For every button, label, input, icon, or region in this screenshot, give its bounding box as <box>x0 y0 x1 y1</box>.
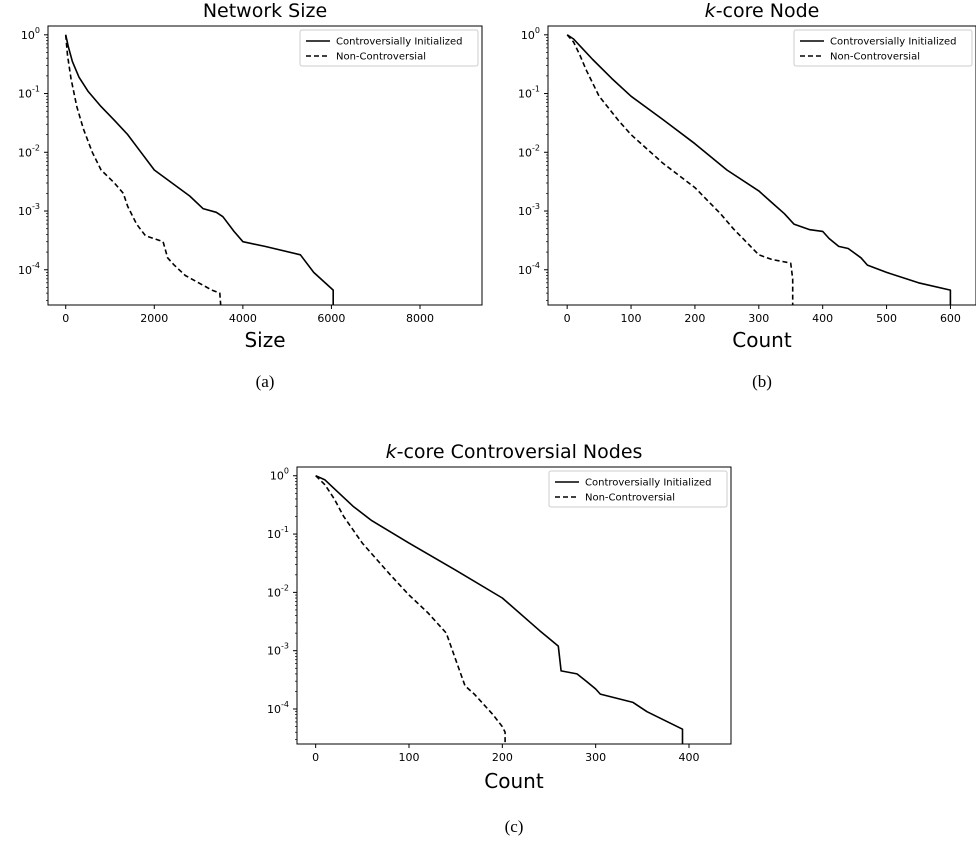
chart-title-text: -core Controversial Nodes <box>397 441 643 463</box>
y-tick-label: 10-4 <box>267 700 289 716</box>
chart-title-italic: k <box>386 441 398 463</box>
chart-title-italic: k <box>705 0 717 22</box>
y-tick-exponent: -3 <box>32 202 40 211</box>
x-tick-label: 8000 <box>406 312 434 325</box>
y-tick-label: 100 <box>521 26 540 42</box>
y-tick-label: 10-3 <box>18 202 40 218</box>
y-tick-label: 10-1 <box>267 525 289 541</box>
y-tick-exponent: -2 <box>532 143 540 152</box>
x-tick-label: 4000 <box>229 312 257 325</box>
legend-label: Non-Controversial <box>830 52 920 63</box>
y-tick-label: 100 <box>270 467 289 483</box>
chart-title: k-core Controversial Nodes <box>386 441 643 463</box>
series-non-controversial <box>566 34 794 305</box>
x-tick-label: 500 <box>876 312 897 325</box>
x-tick-label: 2000 <box>140 312 168 325</box>
chart-network-size: Network Size 0 2000 4000 6000 8000 100 10-1 10-2… <box>18 0 483 391</box>
y-tick-exponent: -4 <box>532 261 540 270</box>
y-tick-exponent: -1 <box>532 85 540 94</box>
y-tick-exponent: 0 <box>284 467 289 476</box>
y-tick-exponent: 0 <box>35 26 40 35</box>
y-tick-exponent: -2 <box>32 143 40 152</box>
x-tick-label: 300 <box>748 312 769 325</box>
y-tick-label: 10-4 <box>518 261 540 277</box>
y-tick-label: 10-3 <box>267 642 289 658</box>
x-tick-label: 300 <box>585 751 606 764</box>
y-tick-label: 10-2 <box>518 143 540 159</box>
y-tick-label: 100 <box>21 26 40 42</box>
x-axis-label: Count <box>732 328 792 352</box>
x-tick-label: 200 <box>684 312 705 325</box>
y-tick-exponent: -2 <box>281 583 289 592</box>
series-non-controversial <box>315 475 506 744</box>
legend-label: Controversially Initialized <box>336 37 463 48</box>
y-tick-label: 10-2 <box>267 583 289 599</box>
x-axis-label: Count <box>484 769 544 793</box>
legend-label: Controversially Initialized <box>830 37 957 48</box>
legend-label: Non-Controversial <box>336 52 426 63</box>
legend-box <box>299 29 479 67</box>
x-tick-label: 6000 <box>317 312 345 325</box>
x-tick-label: 0 <box>312 751 319 764</box>
x-tick-label: 400 <box>812 312 833 325</box>
y-tick-exponent: -1 <box>32 85 40 94</box>
y-tick-label: 10-2 <box>18 143 40 159</box>
plot-frame <box>47 25 483 306</box>
x-tick-label: 200 <box>492 751 513 764</box>
x-tick-label: 100 <box>621 312 642 325</box>
x-tick-label: 0 <box>564 312 571 325</box>
legend-label: Controversially Initialized <box>585 478 712 489</box>
legend-label: Non-Controversial <box>585 493 675 504</box>
chart-title: k-core Node <box>705 0 820 22</box>
x-tick-label: 0 <box>62 312 69 325</box>
y-tick-exponent: -3 <box>532 202 540 211</box>
subfigure-caption: (c) <box>505 817 524 836</box>
y-tick-exponent: 0 <box>535 26 540 35</box>
legend-box <box>793 29 973 67</box>
x-tick-label: 100 <box>399 751 420 764</box>
chart-title-text: -core Node <box>716 0 820 22</box>
chart-title: Network Size <box>203 0 327 22</box>
plot-frame <box>296 466 732 745</box>
chart-title-text: Network Size <box>203 0 327 22</box>
y-tick-exponent: -4 <box>281 700 289 709</box>
subfigure-caption: (b) <box>752 372 772 391</box>
x-tick-label: 400 <box>679 751 700 764</box>
y-tick-label: 10-1 <box>518 85 540 101</box>
y-tick-label: 10-4 <box>18 261 40 277</box>
y-tick-exponent: -4 <box>32 261 40 270</box>
legend-box <box>548 470 728 508</box>
y-tick-exponent: -1 <box>281 525 289 534</box>
series-non-controversial <box>64 34 222 305</box>
x-tick-label: 600 <box>940 312 961 325</box>
subfigure-caption: (a) <box>256 372 275 391</box>
series-controversially-initialized <box>64 34 335 305</box>
y-tick-label: 10-1 <box>18 85 40 101</box>
plot-frame <box>547 25 976 306</box>
y-tick-label: 10-3 <box>518 202 540 218</box>
x-axis-label: Size <box>244 328 285 352</box>
series-controversially-initialized <box>566 34 952 305</box>
series-controversially-initialized <box>315 474 684 744</box>
y-tick-exponent: -3 <box>281 642 289 651</box>
